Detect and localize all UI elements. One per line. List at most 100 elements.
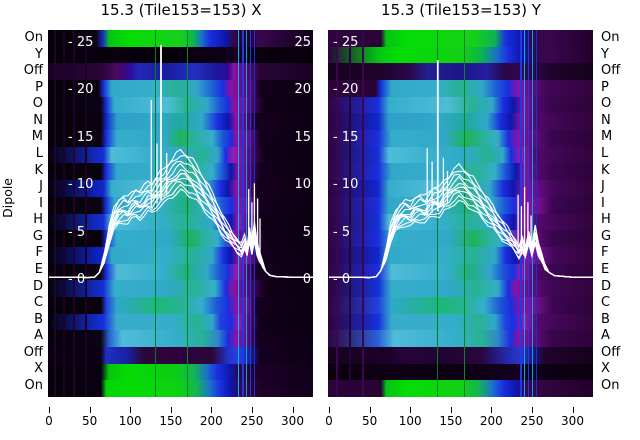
row-label-right-on-21: On: [601, 377, 620, 393]
x-tick-label-1-250: 250: [520, 414, 544, 428]
dipole-curve-bundle: [49, 44, 313, 279]
heatmap-row-m-6: [328, 130, 593, 148]
row-label-left-m-6: M: [31, 129, 43, 145]
vertical-feature-line-0: [53, 30, 56, 397]
row-label-right-x-20: X: [601, 361, 610, 377]
x-tick-label-0-200: 200: [199, 414, 223, 428]
y-tick-label-right-25: 25: [294, 35, 311, 50]
y-tick-label-left-5: - 5: [68, 224, 86, 240]
x-tick-mark-0-250: [251, 407, 253, 413]
row-label-right-d-15: D: [601, 278, 612, 294]
heatmap-row-on-0: [328, 30, 593, 48]
row-label-right-y-1: Y: [601, 46, 609, 62]
x-tick-mark-0-200: [211, 407, 213, 413]
heatmap-row-o-4: [328, 96, 593, 115]
row-label-left-b-17: B: [34, 311, 43, 327]
row-label-right-g-12: G: [601, 228, 612, 244]
row-label-right-n-5: N: [601, 112, 611, 128]
response-curve-line-1: [329, 194, 593, 279]
row-label-right-f-13: F: [601, 245, 609, 261]
x-tick-mark-0-0: [49, 407, 50, 413]
heatmap-row-y-1: [328, 46, 593, 65]
row-label-right-p-3: P: [601, 79, 609, 95]
response-curve-line-6: [329, 173, 593, 279]
row-label-left-l-7: L: [35, 145, 43, 161]
row-label-left-d-15: D: [32, 278, 43, 294]
x-tick-mark-0-150: [170, 407, 172, 413]
x-tick-label-1-300: 300: [561, 414, 584, 428]
x-tick-mark-1-200: [491, 407, 493, 413]
row-label-right-i-10: I: [601, 195, 605, 211]
row-label-right-on-0: On: [601, 30, 620, 45]
row-label-right-a-18: A: [601, 328, 610, 344]
row-label-right-l-7: L: [601, 145, 609, 161]
row-label-right-h-11: H: [601, 212, 611, 228]
panel-y-title: 15.3 (Tile153=153) Y: [381, 1, 541, 19]
y-tick-label-left-0: - 0: [333, 272, 351, 287]
row-label-right-off-19: Off: [601, 344, 621, 360]
row-label-left-j-9: J: [39, 179, 43, 195]
row-label-left-a-18: A: [34, 328, 43, 344]
y-tick-label-left-25: - 25: [68, 35, 94, 50]
y-tick-label-left-10: - 10: [68, 177, 94, 193]
x-tick-mark-1-150: [450, 407, 452, 413]
row-label-right-b-17: B: [601, 311, 610, 327]
panel-x-title: 15.3 (Tile153=153) X: [100, 1, 262, 19]
vertical-feature-line-8: [532, 30, 534, 397]
vertical-feature-line-1: [62, 30, 65, 397]
row-label-left-o-4: O: [32, 96, 43, 112]
x-tick-label-1-200: 200: [479, 414, 503, 428]
row-label-left-i-10: I: [39, 195, 43, 211]
x-tick-label-0-0: 0: [45, 414, 53, 428]
row-label-left-off-2: Off: [23, 63, 43, 79]
heatmap-row-a-18: [328, 330, 593, 348]
row-label-left-g-12: G: [32, 228, 43, 244]
vertical-feature-line-2: [362, 30, 365, 397]
row-label-left-y-1: Y: [35, 46, 43, 62]
heatmap-row-on-21: [328, 380, 593, 397]
y-tick-label-left-0: - 0: [68, 272, 86, 287]
vertical-feature-line-9: [535, 30, 537, 397]
row-label-left-on-0: On: [24, 30, 43, 45]
x-tick-label-0-100: 100: [118, 414, 142, 428]
row-label-right-j-9: J: [601, 179, 605, 195]
row-label-right-k-8: K: [601, 162, 610, 178]
x-tick-label-0-250: 250: [240, 414, 264, 428]
row-label-left-k-8: K: [34, 162, 43, 178]
vertical-feature-line-9: [250, 30, 252, 397]
response-curve-line-9: [49, 148, 313, 279]
row-label-left-f-13: F: [35, 245, 43, 261]
response-curve-line-8: [329, 199, 593, 279]
row-label-left-h-11: H: [33, 212, 43, 228]
x-tick-label-0-50: 50: [81, 414, 98, 428]
vertical-feature-line-2: [73, 30, 76, 397]
y-tick-label-right-15: 15: [294, 129, 311, 145]
heatmap-row-e-14: [328, 263, 593, 281]
vertical-feature-line-5: [186, 30, 188, 397]
heatmap-row-x-20: [328, 363, 593, 381]
row-label-left-e-14: E: [34, 261, 43, 277]
vertical-feature-line-4: [464, 30, 466, 397]
vertical-feature-line-7: [528, 30, 530, 397]
x-tick-mark-0-100: [130, 407, 132, 413]
response-curve-line-2: [49, 181, 313, 279]
vertical-feature-line-4: [154, 30, 156, 397]
row-label-right-m-6: M: [601, 129, 613, 145]
x-tick-mark-1-300: [572, 407, 574, 413]
row-label-left-on-21: On: [24, 377, 43, 393]
heatmap-panel-y: - 25 - 20 - 15 - 10 - 5 - 0: [328, 30, 593, 397]
y-tick-label-right-10: 10: [294, 177, 311, 193]
heatmap-row-c-16: [328, 296, 593, 315]
response-curve-line-5: [329, 175, 593, 279]
x-tick-label-1-150: 150: [439, 414, 463, 428]
row-label-left-x-20: X: [34, 361, 43, 377]
response-curve-line-2: [329, 191, 593, 279]
y-tick-label-left-15: - 15: [68, 129, 94, 145]
x-tick-label-0-300: 300: [281, 414, 304, 428]
row-label-left-p-3: P: [35, 79, 43, 95]
row-label-right-e-14: E: [601, 261, 610, 277]
heatmap-row-n-5: [328, 113, 593, 131]
dipole-curve-bundle: [329, 60, 593, 279]
heatmap-row-b-17: [328, 313, 593, 331]
